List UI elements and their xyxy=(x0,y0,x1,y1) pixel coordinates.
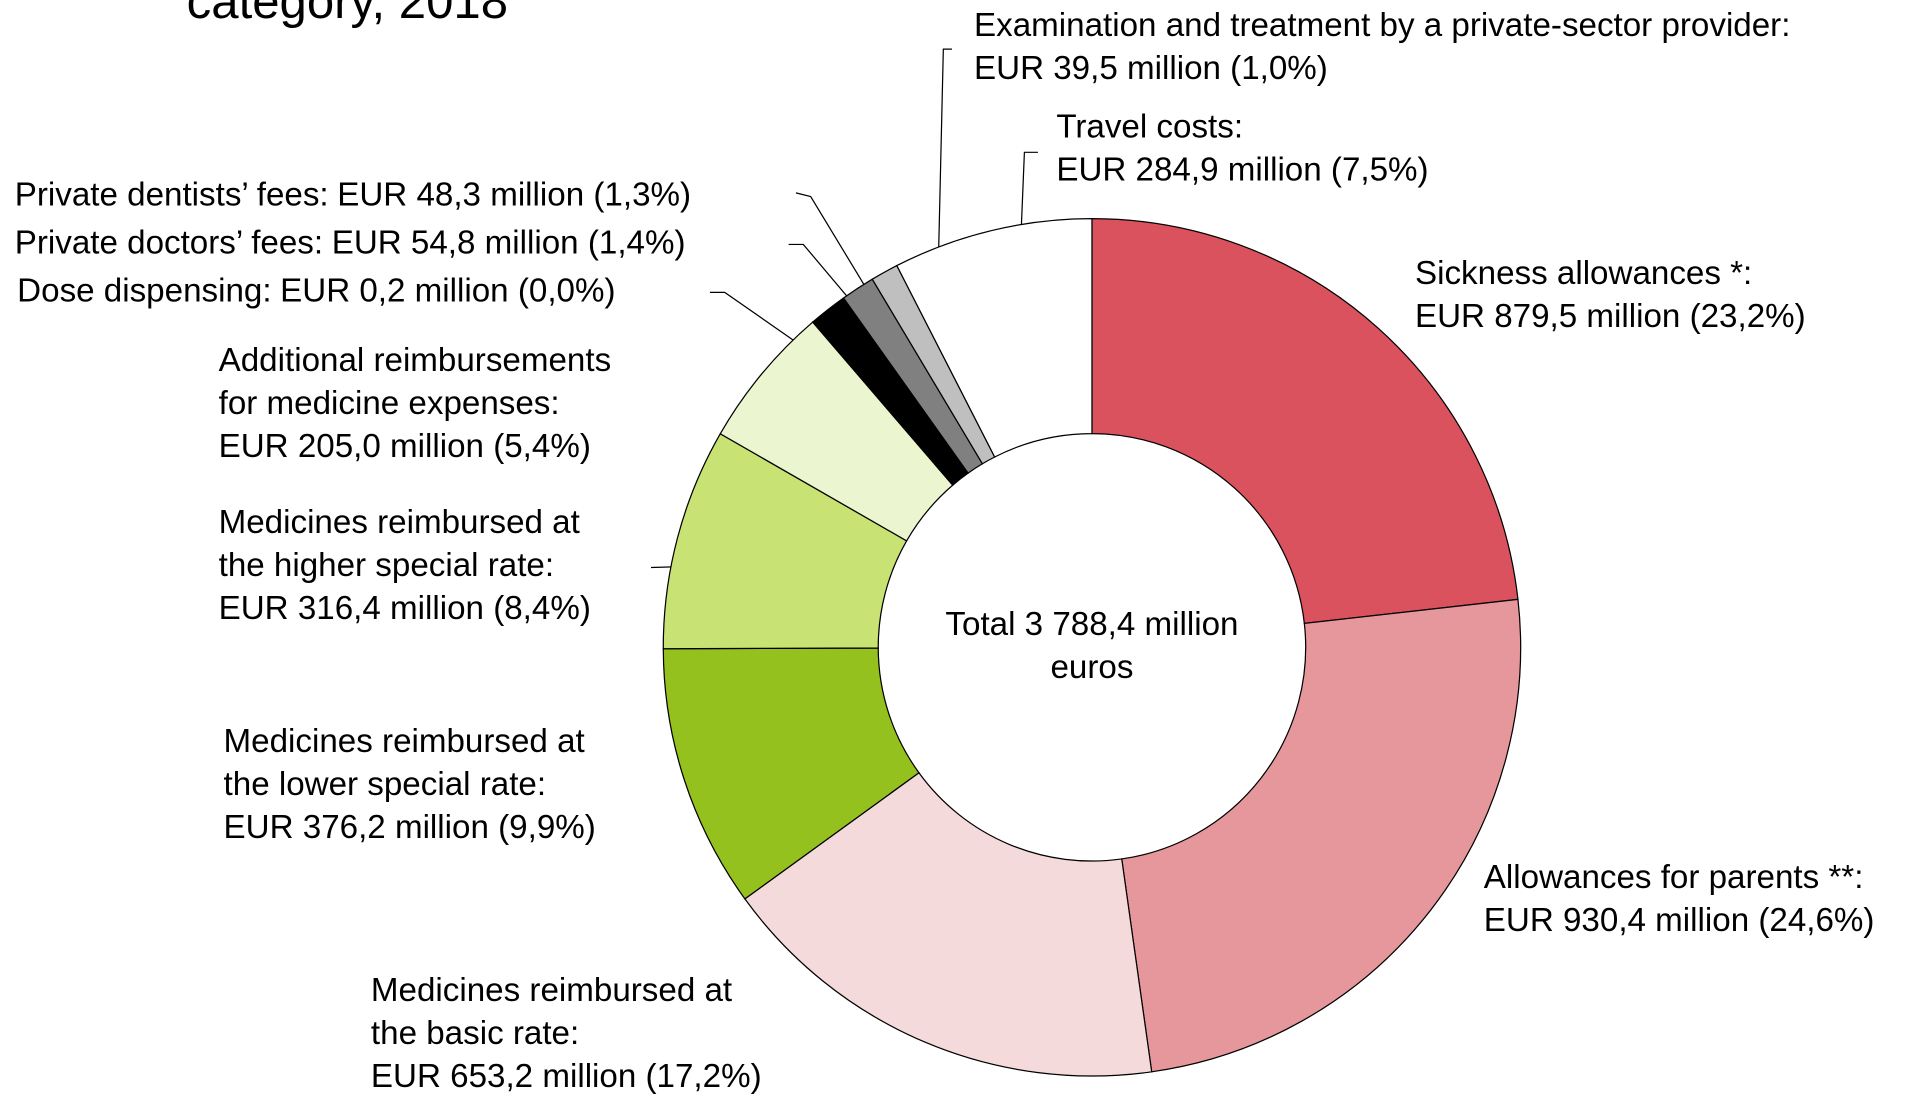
center-label: Total 3 788,4 million xyxy=(945,606,1238,643)
category-label: the lower special rate: xyxy=(224,766,547,803)
category-label: Allowances for parents **: xyxy=(1484,859,1864,896)
slice xyxy=(896,218,1093,458)
category-label: Medicines reimbursed at xyxy=(219,504,580,541)
value-label: EUR 0,2 million (0,0%) xyxy=(280,272,615,309)
value-label: EUR 653,2 million (17,2%) xyxy=(371,1058,762,1095)
category-label: Travel costs: xyxy=(1056,109,1243,146)
category-label: Medicines reimbursed at xyxy=(224,723,585,760)
category-label: Sickness allowances *: xyxy=(1415,255,1752,292)
category-label: Dose dispensing: xyxy=(17,272,271,309)
category-label: Private doctors’ fees: xyxy=(15,224,323,261)
value-label: EUR 205,0 million (5,4%) xyxy=(219,428,591,465)
category-label: for medicine expenses: xyxy=(219,385,560,422)
plot: category, 2018 Total 3 788,4 million euro… xyxy=(15,0,1875,1095)
category-label: the basic rate: xyxy=(371,1015,579,1052)
slice-label: Dose dispensing: EUR 0,2 million (0,0%) xyxy=(17,272,615,309)
value-label: EUR 316,4 million (8,4%) xyxy=(219,590,591,627)
category-label: Examination and treatment by a private-s… xyxy=(974,7,1790,44)
value-label: EUR 284,9 million (7,5%) xyxy=(1056,152,1428,189)
category-label: the higher special rate: xyxy=(219,547,554,584)
slice xyxy=(744,771,1153,1077)
category-label: Medicines reimbursed at xyxy=(371,972,732,1009)
value-label: EUR 376,2 million (9,9%) xyxy=(224,809,596,846)
chart-title: category, 2018 xyxy=(187,0,508,29)
center-label: euros xyxy=(1050,649,1133,686)
value-label: EUR 879,5 million (23,2%) xyxy=(1415,298,1806,335)
value-label: EUR 39,5 million (1,0%) xyxy=(974,50,1328,87)
slice xyxy=(1091,218,1519,625)
slice-label: Private doctors’ fees: EUR 54,8 million (… xyxy=(15,224,686,261)
category-label: Private dentists’ fees: xyxy=(15,176,329,213)
value-label: EUR 54,8 million (1,4%) xyxy=(332,224,686,261)
slice xyxy=(1121,598,1522,1073)
value-label: EUR 48,3 million (1,3%) xyxy=(337,176,691,213)
slice-label: Private dentists’ fees: EUR 48,3 million … xyxy=(15,176,691,213)
value-label: EUR 930,4 million (24,6%) xyxy=(1484,902,1875,939)
slices xyxy=(662,218,1522,1077)
category-label: Additional reimbursements xyxy=(219,342,612,379)
slice xyxy=(662,647,920,900)
